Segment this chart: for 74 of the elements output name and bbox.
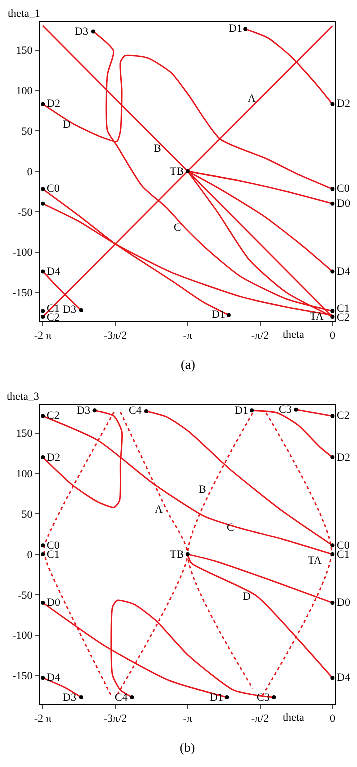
y-tick-label: 0 [27, 549, 34, 562]
x-axis-title: theta [283, 712, 304, 724]
x-tick-label: -2 π [34, 713, 52, 726]
annotation: C2 [47, 410, 60, 422]
y-tick-label: 50 [22, 126, 34, 138]
annotation: B [154, 143, 162, 155]
annotation: C2 [337, 410, 350, 422]
y-tick-label: -100 [12, 247, 34, 260]
annotation: D2 [47, 452, 60, 464]
annotation: C1 [47, 549, 60, 561]
annotation: A [155, 504, 163, 516]
x-tick-label: -3π/2 [104, 330, 128, 342]
annotation: B [199, 484, 206, 496]
annotation: C2 [337, 312, 350, 324]
y-axis-title: theta_3 [7, 391, 40, 403]
annotation: D1 [229, 23, 242, 35]
annotation: D3 [63, 304, 77, 316]
annotation: C0 [337, 183, 350, 195]
x-tick-label: -3π/2 [104, 713, 128, 726]
y-tick-label: -150 [12, 288, 34, 300]
x-tick-label: -π [183, 330, 193, 342]
x-tick-label: 0 [330, 713, 336, 726]
annotation: D2 [337, 98, 350, 110]
annotation: C [174, 222, 182, 234]
y-tick-label: 100 [16, 86, 34, 98]
annotation: D4 [337, 266, 351, 278]
annotation: D0 [337, 597, 351, 609]
annotation: C1 [337, 303, 350, 315]
annotation: D0 [337, 198, 351, 210]
text: (a) [181, 357, 196, 372]
y-tick-label: -150 [12, 670, 34, 683]
annotation: A [248, 93, 256, 105]
annotation: C0 [337, 540, 350, 552]
annotation: D4 [47, 266, 61, 278]
annotation: D1 [212, 309, 226, 321]
y-tick-label: 150 [16, 45, 34, 58]
x-tick-label: -π/2 [251, 713, 270, 726]
annotation: D1 [210, 692, 224, 704]
annotation: D [63, 119, 71, 131]
annotation: D0 [47, 597, 61, 609]
annotation: C0 [47, 183, 60, 195]
y-tick-label: 0 [27, 166, 34, 178]
y-tick-label: -100 [12, 630, 34, 642]
annotation: C4 [115, 692, 128, 704]
annotation: C4 [129, 405, 142, 417]
annotation: TA [308, 555, 322, 567]
annotation: C2 [47, 312, 60, 324]
y-tick-label: -50 [18, 206, 34, 219]
annotation: D [243, 591, 251, 603]
y-tick-label: 150 [16, 428, 34, 440]
annotation: D3 [77, 405, 91, 417]
x-tick-label: -π/2 [251, 330, 270, 342]
x-axis-title: theta [283, 329, 304, 341]
y-tick-label: -50 [18, 590, 34, 602]
y-axis-title: theta_1 [8, 8, 40, 20]
y-tick-label: 50 [22, 508, 34, 521]
annotation: C1 [337, 549, 350, 561]
annotation: TA [310, 311, 324, 323]
annotation: TB [170, 166, 184, 178]
annotation: D1 [235, 405, 248, 417]
annotation: D3 [75, 26, 89, 38]
annotation: D2 [47, 98, 60, 110]
x-tick-label: -π [183, 713, 193, 726]
annotation: D4 [47, 672, 61, 684]
annotation: D3 [63, 692, 77, 704]
text: (b) [180, 740, 196, 755]
x-tick-label: -2 π [34, 330, 52, 342]
annotation: D4 [337, 672, 351, 684]
x-tick-label: 0 [330, 330, 336, 342]
y-tick-label: 100 [16, 468, 34, 481]
annotation: C3 [279, 404, 292, 416]
annotation: TB [170, 549, 184, 561]
annotation: D2 [337, 452, 350, 464]
annotation: C0 [47, 540, 60, 552]
